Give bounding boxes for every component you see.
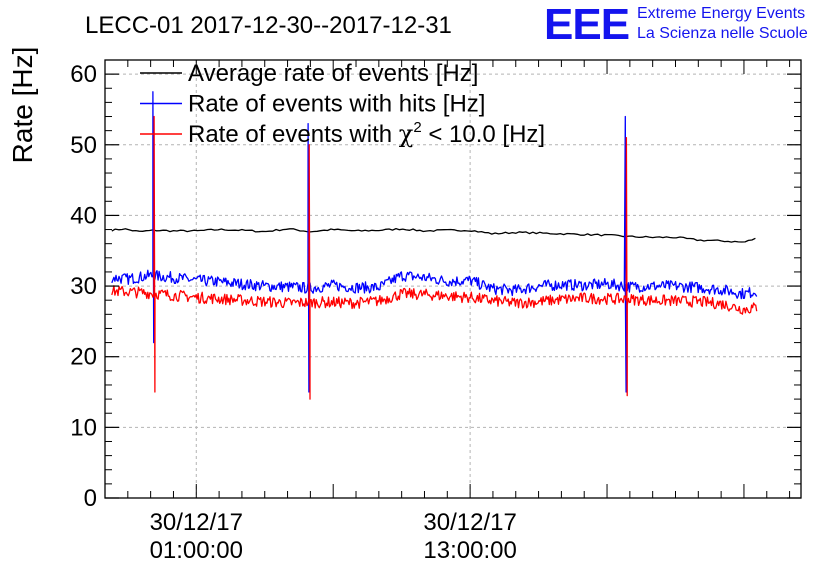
x-tick-label-time: 01:00:00 (150, 537, 243, 564)
series-line-chi2 (111, 115, 758, 400)
y-tick-label: 20 (70, 344, 97, 371)
y-tick-label: 10 (70, 414, 97, 441)
x-tick-label-time: 13:00:00 (423, 537, 516, 564)
series-lines (111, 91, 758, 400)
y-tick-label: 40 (70, 202, 97, 229)
series-line-average (111, 227, 756, 243)
legend-label-hits: Rate of events with hits [Hz] (188, 91, 485, 118)
org-name-line2: La Scienza nelle Scuole (637, 25, 808, 42)
x-tick-label-date: 30/12/17 (423, 509, 516, 536)
legend-label-suffix: < 10.0 [Hz] (422, 121, 545, 148)
legend: Average rate of events [Hz] Rate of event… (140, 60, 545, 148)
axes: 010203040506030/12/1701:00:0030/12/1713:… (70, 59, 801, 564)
y-tick-label: 30 (70, 273, 97, 300)
chart-title: LECC-01 2017-12-30--2017-12-31 (85, 12, 452, 39)
legend-label-average: Average rate of events [Hz] (188, 60, 478, 87)
series-line-hits (111, 91, 758, 393)
y-tick-label: 50 (70, 132, 97, 159)
x-tick-label-date: 30/12/17 (150, 509, 243, 536)
legend-label-superscript: 2 (413, 119, 421, 136)
plot-frame (104, 59, 802, 499)
y-axis-label: Rate [Hz] (7, 47, 38, 164)
legend-label-chi2: Rate of events with χ2 < 10.0 [Hz] (188, 119, 545, 148)
org-name-line1: Extreme Energy Events (637, 5, 805, 22)
y-tick-label: 0 (84, 485, 97, 512)
y-tick-label: 60 (70, 61, 97, 88)
eee-logo: EEE (544, 0, 629, 49)
legend-label-chi: χ (399, 120, 414, 148)
legend-label-text: Rate of events with (188, 121, 399, 148)
